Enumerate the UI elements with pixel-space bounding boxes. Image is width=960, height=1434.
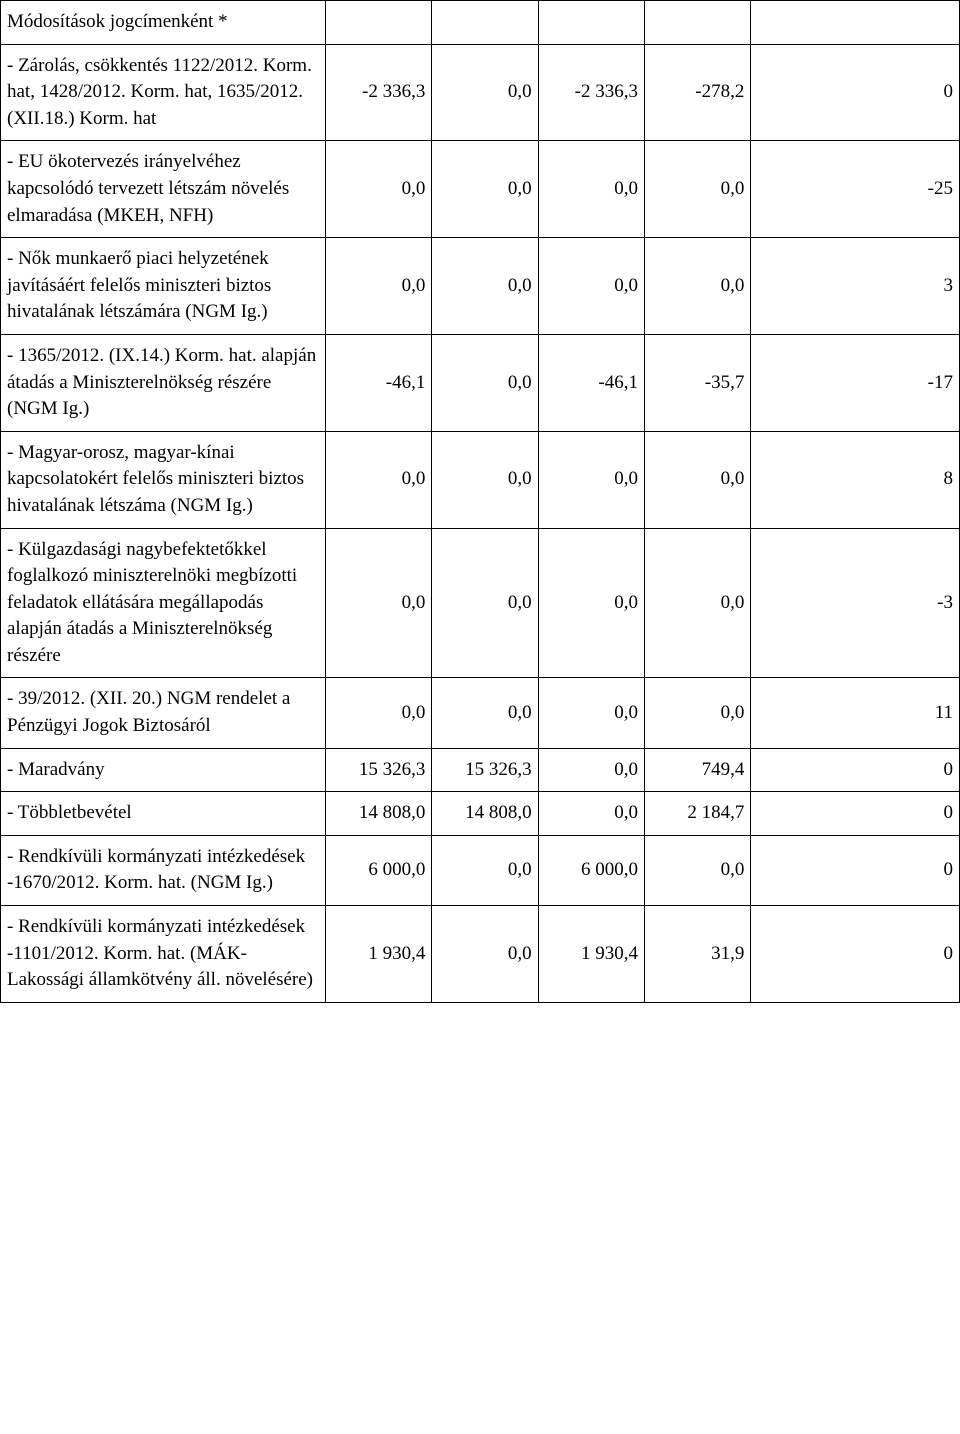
cell: 0,0 (432, 678, 538, 748)
table-row: - Nők munkaerő piaci helyzetének javítás… (1, 238, 960, 335)
cell: 0,0 (538, 748, 644, 792)
cell: 0,0 (326, 678, 432, 748)
cell: 0,0 (645, 835, 751, 905)
row-label: - Többletbevétel (1, 792, 326, 836)
row-label: - Rendkívüli kormányzati intézkedések -1… (1, 906, 326, 1003)
cell: -3 (751, 528, 960, 678)
cell: 0,0 (432, 528, 538, 678)
cell: 0,0 (538, 528, 644, 678)
row-label: - 1365/2012. (IX.14.) Korm. hat. alapján… (1, 334, 326, 431)
cell: 0,0 (538, 678, 644, 748)
cell: -17 (751, 334, 960, 431)
cell: 0,0 (538, 792, 644, 836)
cell: 0,0 (645, 528, 751, 678)
cell: -46,1 (326, 334, 432, 431)
cell: 8 (751, 431, 960, 528)
row-label: - Nők munkaerő piaci helyzetének javítás… (1, 238, 326, 335)
cell: 0,0 (432, 431, 538, 528)
cell (326, 1, 432, 45)
cell (538, 1, 644, 45)
cell: 14 808,0 (326, 792, 432, 836)
table-row: - Rendkívüli kormányzati intézkedések -1… (1, 835, 960, 905)
row-label: - Magyar-orosz, magyar-kínai kapcsolatok… (1, 431, 326, 528)
cell: 14 808,0 (432, 792, 538, 836)
row-label: - Zárolás, csökkentés 1122/2012. Korm. h… (1, 44, 326, 141)
cell: 0,0 (432, 835, 538, 905)
table-row: - Rendkívüli kormányzati intézkedések -1… (1, 906, 960, 1003)
cell: 0,0 (538, 238, 644, 335)
row-label: Módosítások jogcímenként * (1, 1, 326, 45)
cell: 15 326,3 (326, 748, 432, 792)
cell: 0 (751, 44, 960, 141)
cell: 0 (751, 748, 960, 792)
budget-modifications-table: Módosítások jogcímenként * - Zárolás, cs… (0, 0, 960, 1003)
cell: -25 (751, 141, 960, 238)
cell: 0,0 (645, 238, 751, 335)
cell: 6 000,0 (326, 835, 432, 905)
cell: 11 (751, 678, 960, 748)
table-row: - EU ökotervezés irányelvéhez kapcsolódó… (1, 141, 960, 238)
cell: 0,0 (645, 431, 751, 528)
cell: -2 336,3 (326, 44, 432, 141)
cell (751, 1, 960, 45)
table-row: - 1365/2012. (IX.14.) Korm. hat. alapján… (1, 334, 960, 431)
row-label: - Külgazdasági nagybefektetőkkel foglalk… (1, 528, 326, 678)
cell: 0,0 (326, 238, 432, 335)
table-row: - Zárolás, csökkentés 1122/2012. Korm. h… (1, 44, 960, 141)
cell: 6 000,0 (538, 835, 644, 905)
cell: 0,0 (326, 141, 432, 238)
table-row: Módosítások jogcímenként * (1, 1, 960, 45)
table-body: Módosítások jogcímenként * - Zárolás, cs… (1, 1, 960, 1003)
cell: 0,0 (538, 431, 644, 528)
cell: 0,0 (432, 334, 538, 431)
row-label: - Maradvány (1, 748, 326, 792)
cell: 749,4 (645, 748, 751, 792)
table-row: - Maradvány 15 326,3 15 326,3 0,0 749,4 … (1, 748, 960, 792)
cell: -35,7 (645, 334, 751, 431)
table-row: - Többletbevétel 14 808,0 14 808,0 0,0 2… (1, 792, 960, 836)
cell: -2 336,3 (538, 44, 644, 141)
cell: 0,0 (432, 44, 538, 141)
table-row: - Magyar-orosz, magyar-kínai kapcsolatok… (1, 431, 960, 528)
cell: 0 (751, 835, 960, 905)
cell: 0,0 (326, 431, 432, 528)
cell: 0 (751, 792, 960, 836)
cell (432, 1, 538, 45)
table-row: - Külgazdasági nagybefektetőkkel foglalk… (1, 528, 960, 678)
row-label: - Rendkívüli kormányzati intézkedések -1… (1, 835, 326, 905)
cell: 0,0 (645, 678, 751, 748)
cell: 1 930,4 (326, 906, 432, 1003)
row-label: - EU ökotervezés irányelvéhez kapcsolódó… (1, 141, 326, 238)
cell: 3 (751, 238, 960, 335)
cell: 0,0 (538, 141, 644, 238)
cell: 31,9 (645, 906, 751, 1003)
cell: 1 930,4 (538, 906, 644, 1003)
cell: 0,0 (432, 238, 538, 335)
cell (645, 1, 751, 45)
cell: -46,1 (538, 334, 644, 431)
cell: 0 (751, 906, 960, 1003)
cell: 0,0 (432, 906, 538, 1003)
row-label: - 39/2012. (XII. 20.) NGM rendelet a Pén… (1, 678, 326, 748)
cell: 15 326,3 (432, 748, 538, 792)
cell: 0,0 (645, 141, 751, 238)
cell: -278,2 (645, 44, 751, 141)
cell: 0,0 (432, 141, 538, 238)
cell: 0,0 (326, 528, 432, 678)
table-row: - 39/2012. (XII. 20.) NGM rendelet a Pén… (1, 678, 960, 748)
cell: 2 184,7 (645, 792, 751, 836)
